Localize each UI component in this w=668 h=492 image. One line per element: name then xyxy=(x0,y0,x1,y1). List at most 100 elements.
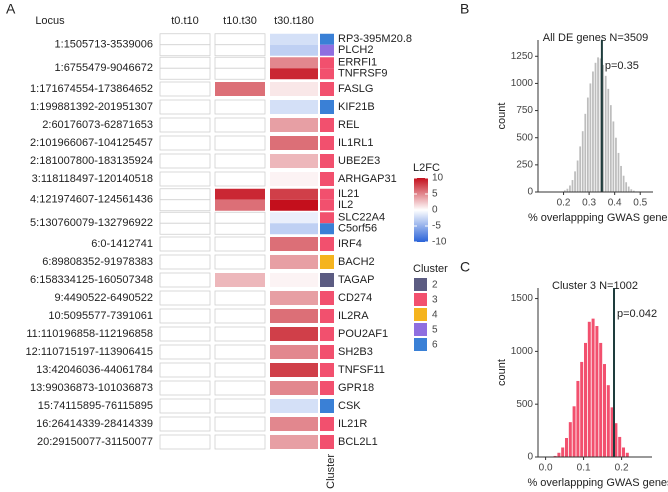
locus-label: 1:1505713-3539006 xyxy=(55,39,153,51)
heatmap-cell xyxy=(270,44,318,56)
bar xyxy=(563,190,566,192)
colorbar-title: L2FC xyxy=(413,162,440,174)
heatmap-cell xyxy=(159,171,211,187)
bar xyxy=(603,364,606,457)
gene-label: ARHGAP31 xyxy=(338,173,397,185)
legend-swatch xyxy=(414,308,427,321)
y-tick-label: 1250 xyxy=(511,51,534,62)
heatmap-cell xyxy=(270,363,318,377)
cluster-cell xyxy=(320,399,334,413)
legend-label: 5 xyxy=(432,325,438,336)
y-tick-label: 0 xyxy=(527,452,533,463)
cluster-cell xyxy=(320,309,334,323)
gene-label: C5orf56 xyxy=(338,223,377,235)
cluster-cell xyxy=(320,212,334,224)
legend-label: 3 xyxy=(432,295,438,306)
y-tick-label: 1500 xyxy=(511,293,534,304)
gene-label: GPR18 xyxy=(338,382,374,394)
gene-label: REL xyxy=(338,119,359,131)
gene-label: TAGAP xyxy=(338,274,374,286)
heatmap-cell xyxy=(214,222,266,235)
heatmap-cell xyxy=(270,381,318,395)
heatmap-cell xyxy=(270,136,318,150)
colorbar-tick-label: 0 xyxy=(432,205,438,216)
locus-label: 20:29150077-31150077 xyxy=(37,436,153,448)
bar xyxy=(557,452,561,457)
cluster-cell xyxy=(320,237,334,251)
colorbar-tick-label: -10 xyxy=(432,237,447,248)
colorbar-tick-label: 5 xyxy=(432,189,438,200)
bar xyxy=(579,146,582,192)
heatmap-cell xyxy=(214,44,266,57)
cluster-cell xyxy=(320,327,334,341)
bar xyxy=(553,455,557,457)
colorbar-tick-label: 10 xyxy=(432,173,444,184)
heatmap-cell xyxy=(215,199,265,211)
bar xyxy=(622,175,625,192)
heatmap-cell xyxy=(214,99,266,115)
x-axis-label: % overlappping GWAS genes xyxy=(528,212,668,224)
locus-label: 1:171674554-173864652 xyxy=(30,83,153,95)
heatmap-cell xyxy=(159,290,211,306)
cluster-cell xyxy=(320,188,334,200)
reference-label: p=0.042 xyxy=(617,308,657,320)
chart-title: All DE genes N=3509 xyxy=(543,32,648,44)
bar xyxy=(604,75,607,192)
heatmap-cell xyxy=(159,434,211,450)
cluster-cell xyxy=(320,363,334,377)
cluster-cell xyxy=(320,172,334,186)
locus-label: 6:158334125-160507348 xyxy=(30,274,153,286)
y-axis-label: count xyxy=(496,359,508,386)
heatmap-cell xyxy=(270,188,318,200)
heatmap-cell xyxy=(159,211,211,224)
cluster-cell xyxy=(320,291,334,305)
heatmap-cell xyxy=(159,56,211,69)
heatmap-cell xyxy=(159,416,211,432)
heatmap-cell xyxy=(159,135,211,151)
gene-label: BCL2L1 xyxy=(338,436,378,448)
heatmap-cell xyxy=(215,188,265,200)
reference-label: p=0.35 xyxy=(605,60,639,72)
bar xyxy=(565,437,568,457)
heatmap-cell xyxy=(159,380,211,396)
locus-label: 5:130760079-132796922 xyxy=(30,217,153,229)
cluster-cell xyxy=(320,223,334,235)
locus-label: 2:181007800-183135924 xyxy=(30,155,153,167)
x-tick-label: 0.4 xyxy=(608,198,622,209)
heatmap-cell xyxy=(159,117,211,133)
cluster-cell xyxy=(320,255,334,269)
heatmap-cell xyxy=(270,345,318,359)
locus-label: 10:5095577-7391061 xyxy=(48,310,153,322)
heatmap-cell xyxy=(159,44,211,57)
bar xyxy=(602,64,605,192)
x-tick-label: 0.2 xyxy=(557,198,571,209)
y-tick-label: 500 xyxy=(516,132,533,143)
locus-label: 9:4490522-6490522 xyxy=(55,292,153,304)
row-header: Locus xyxy=(35,15,65,27)
gene-label: IL21 xyxy=(338,188,359,200)
bar xyxy=(576,160,579,192)
heatmap-cell xyxy=(214,398,266,414)
heatmap-cell xyxy=(270,273,318,287)
gene-label: IL2 xyxy=(338,199,353,211)
heatmap-cell xyxy=(159,344,211,360)
heatmap-cell xyxy=(270,82,318,96)
heatmap-cell xyxy=(214,326,266,342)
bar xyxy=(599,342,603,457)
gene-label: POU2AF1 xyxy=(338,328,388,340)
bar xyxy=(615,137,617,192)
bar xyxy=(576,380,580,457)
panel-letter: A xyxy=(6,1,16,17)
y-axis-label: count xyxy=(496,103,508,130)
bar xyxy=(580,361,584,457)
heatmap-cell xyxy=(270,172,318,186)
heatmap-cell xyxy=(270,309,318,323)
heatmap-cell xyxy=(159,272,211,288)
heatmap-cell xyxy=(159,254,211,270)
cluster-cell xyxy=(320,33,334,45)
heatmap-cell xyxy=(159,236,211,252)
heatmap-cell xyxy=(159,99,211,115)
bar xyxy=(568,422,572,457)
bar xyxy=(594,62,597,192)
column-header: t0.t10 xyxy=(171,15,199,27)
